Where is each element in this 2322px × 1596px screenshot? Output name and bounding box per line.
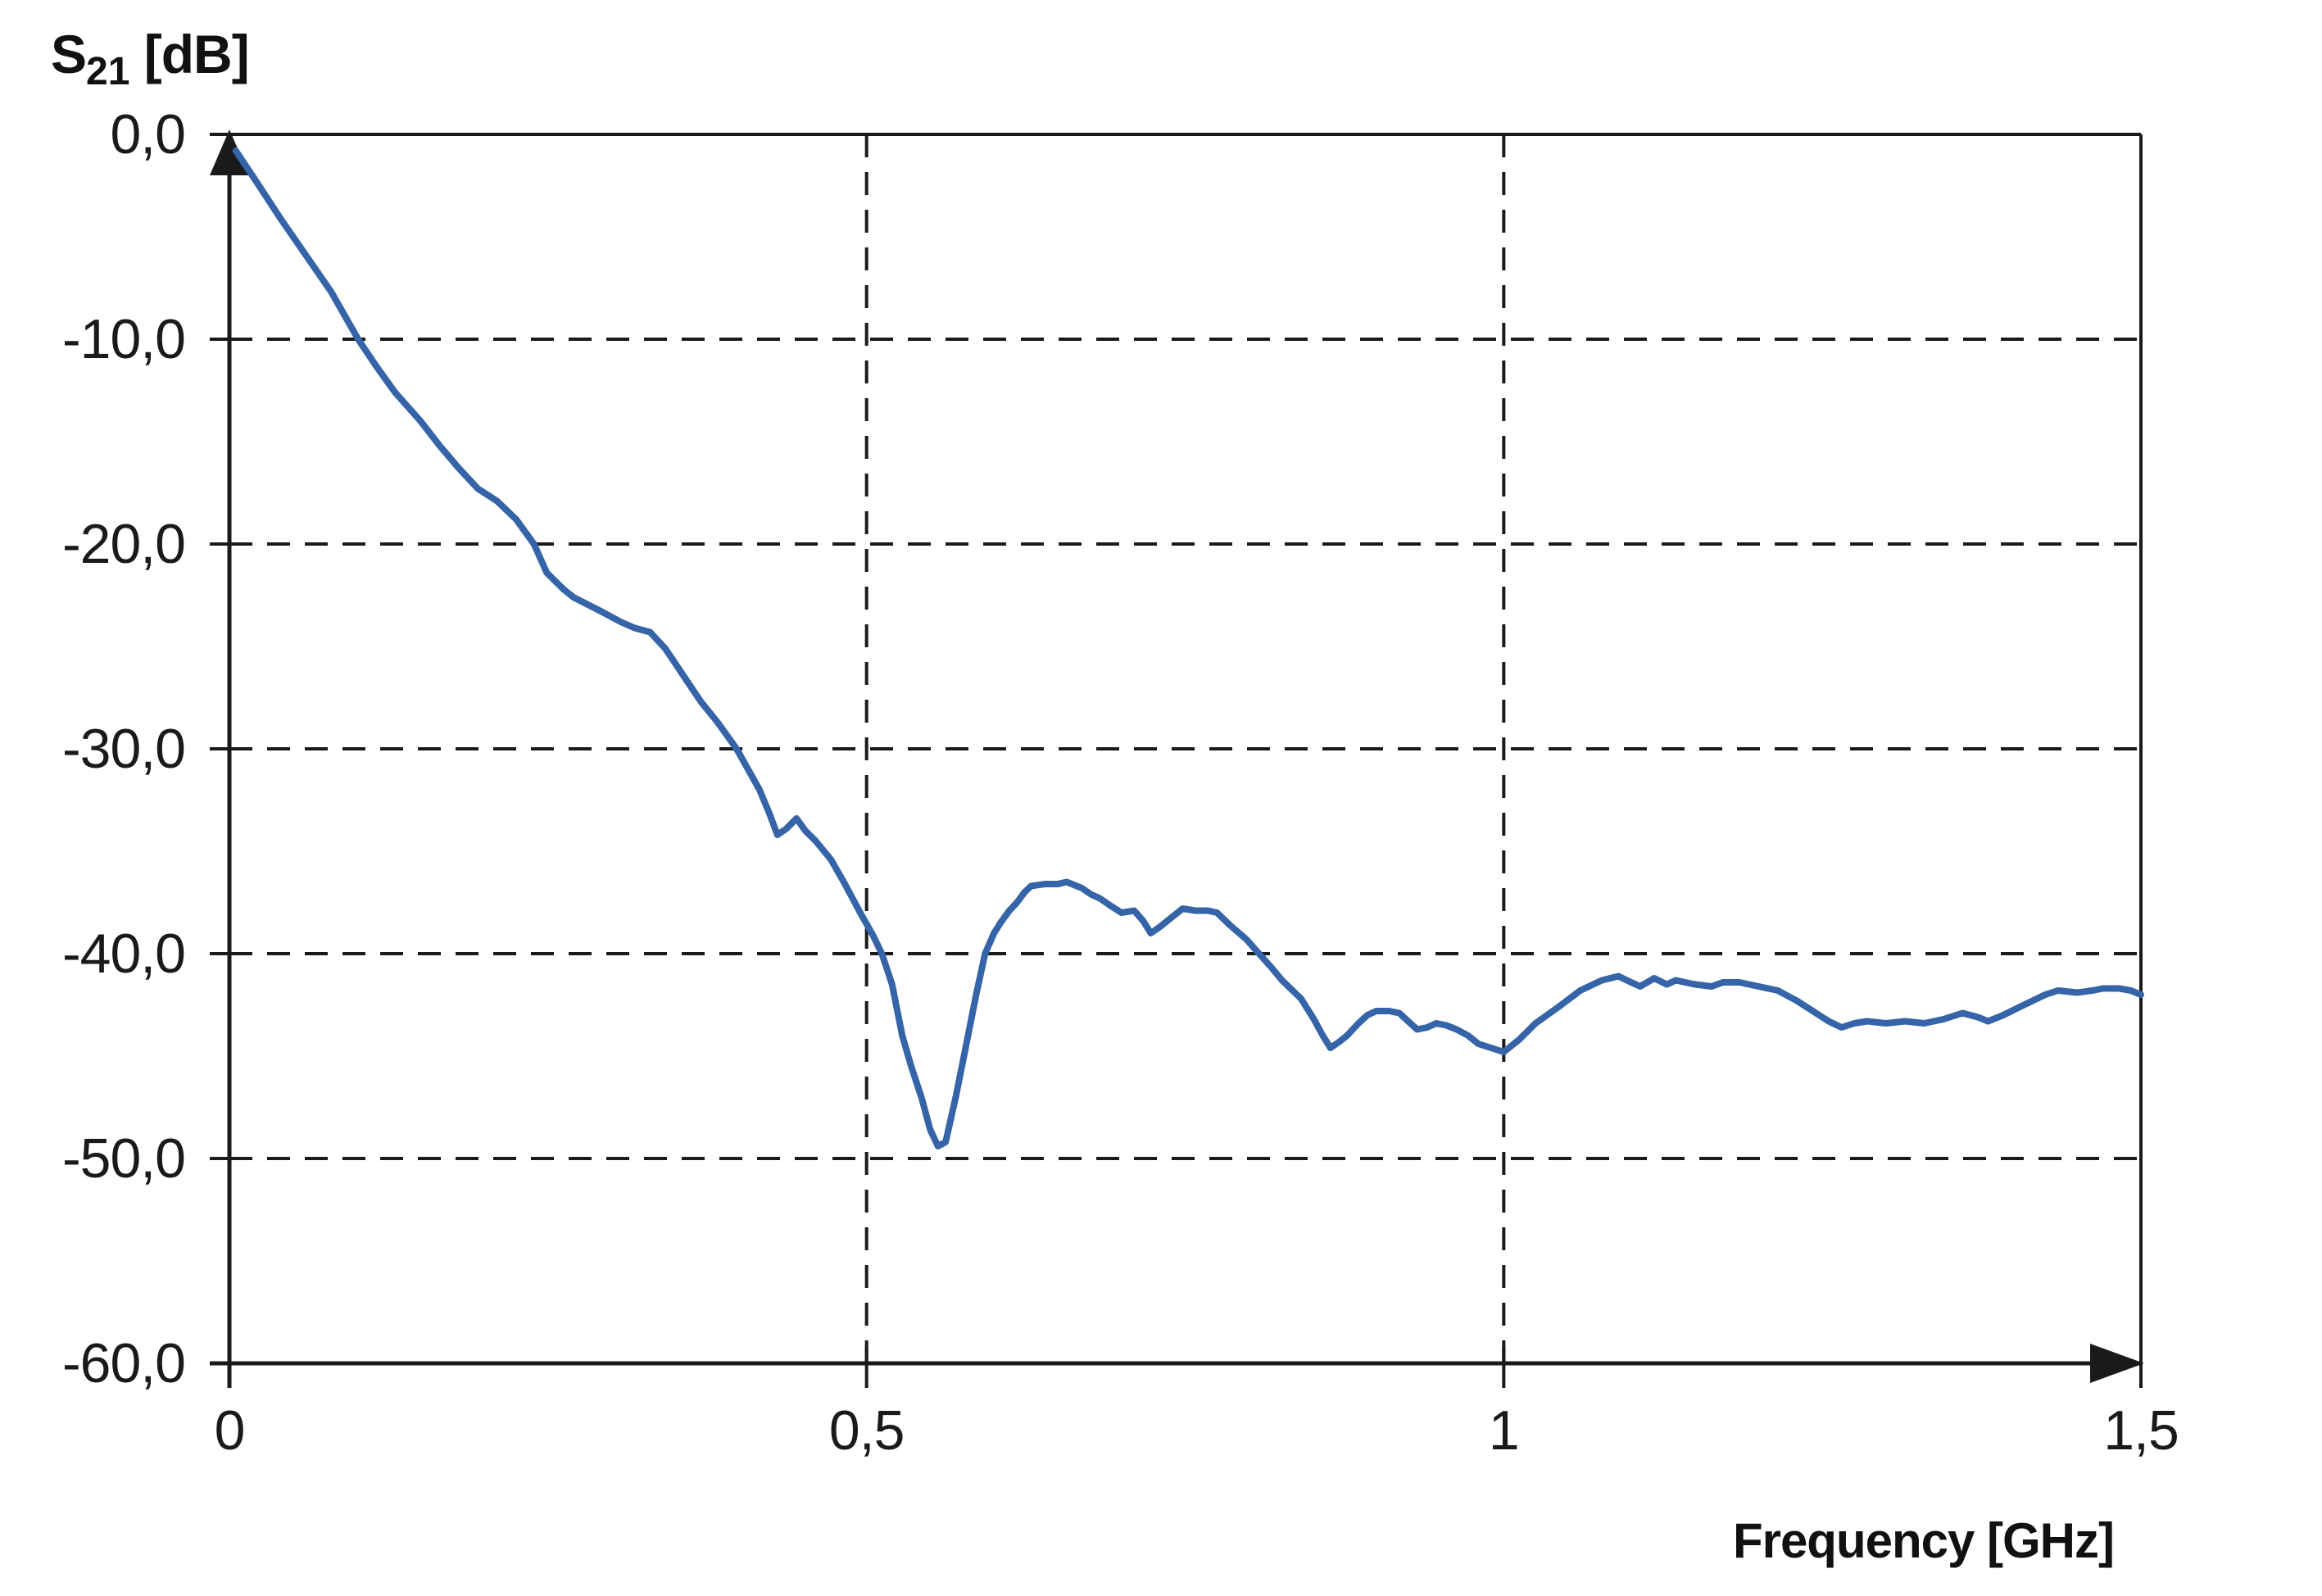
y-axis-title: S21 [dB] <box>51 23 250 93</box>
x-tick-label: 1,5 <box>2103 1399 2179 1462</box>
y-tick-label: -40,0 <box>62 923 186 985</box>
x-tick-label: 1 <box>1488 1399 1520 1462</box>
y-tick-label: -30,0 <box>62 718 186 780</box>
x-tick-label: 0,5 <box>828 1399 905 1462</box>
y-tick-label: 0,0 <box>110 103 186 165</box>
y-axis-title-unit: [dB] <box>129 24 250 84</box>
y-axis-title-base: S <box>51 24 87 84</box>
s21-curve <box>232 147 2144 1149</box>
y-tick-label: -20,0 <box>62 513 186 575</box>
y-tick-label: -10,0 <box>62 308 186 370</box>
y-tick-label: -60,0 <box>62 1332 186 1394</box>
y-axis-arrow <box>210 129 249 175</box>
y-axis-title-subscript: 21 <box>86 50 130 93</box>
x-axis-arrow <box>2090 1344 2144 1383</box>
x-axis-title: Frequency [GHz] <box>1732 1513 2115 1568</box>
x-tick-label: 0 <box>214 1399 246 1462</box>
y-tick-label: -50,0 <box>62 1127 186 1190</box>
